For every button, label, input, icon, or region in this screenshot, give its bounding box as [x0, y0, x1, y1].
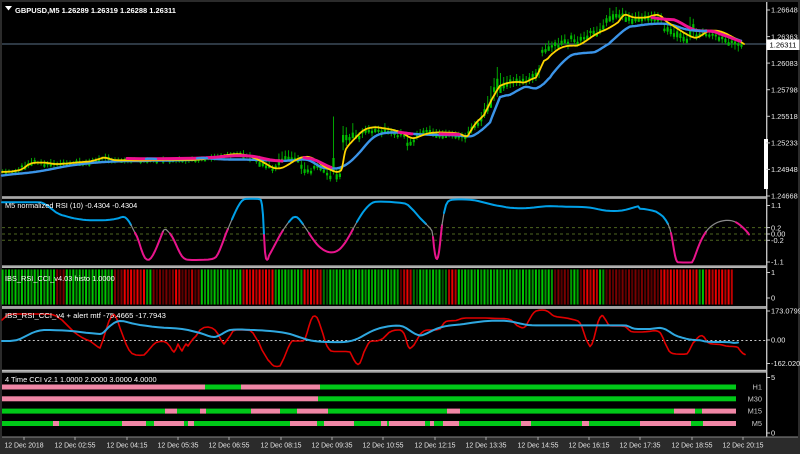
- svg-text:-0.2: -0.2: [771, 236, 784, 245]
- svg-text:IBS_RSI_CCI_v4.03 histo 1.0000: IBS_RSI_CCI_v4.03 histo 1.0000: [5, 274, 115, 283]
- svg-text:1.25233: 1.25233: [771, 139, 798, 148]
- svg-text:12 Dec 02:55: 12 Dec 02:55: [55, 443, 96, 450]
- svg-text:12 Dec 17:35: 12 Dec 17:35: [620, 443, 661, 450]
- svg-text:1.1: 1.1: [771, 201, 781, 210]
- svg-text:IBS_RSI_CCI_v4 + alert mtf -75: IBS_RSI_CCI_v4 + alert mtf -75.4665 -17.…: [5, 311, 166, 320]
- svg-text:-1.1: -1.1: [771, 258, 784, 267]
- svg-text:1.26363: 1.26363: [771, 32, 798, 41]
- svg-text:0: 0: [771, 429, 775, 438]
- svg-text:12 Dec 20:15: 12 Dec 20:15: [723, 443, 764, 450]
- svg-text:4 Time CCI v2.1 1.0000 2.0000: 4 Time CCI v2.1 1.0000 2.0000 3.0000 4.0…: [5, 375, 157, 384]
- svg-text:1.25798: 1.25798: [771, 85, 798, 94]
- svg-text:1.26083: 1.26083: [771, 59, 798, 68]
- svg-text:12 Dec 05:35: 12 Dec 05:35: [158, 443, 199, 450]
- svg-text:12 Dec 14:55: 12 Dec 14:55: [518, 443, 559, 450]
- svg-text:12 Dec 18:55: 12 Dec 18:55: [672, 443, 713, 450]
- svg-text:M5 normalized RSI (10) -0.4304: M5 normalized RSI (10) -0.4304 -0.4304: [5, 201, 137, 210]
- svg-text:1.26311: 1.26311: [770, 41, 797, 50]
- svg-text:GBPUSD,M5 1.26289 1.26319 1.2: GBPUSD,M5 1.26289 1.26319 1.26288 1.2631…: [15, 6, 176, 15]
- svg-text:12 Dec 12:15: 12 Dec 12:15: [415, 443, 456, 450]
- svg-text:12 Dec 13:35: 12 Dec 13:35: [466, 443, 507, 450]
- svg-text:1: 1: [771, 268, 775, 277]
- svg-text:1.24948: 1.24948: [771, 165, 798, 174]
- svg-text:173.0799: 173.0799: [771, 307, 800, 316]
- svg-text:12 Dec 04:15: 12 Dec 04:15: [107, 443, 148, 450]
- svg-text:12 Dec 16:15: 12 Dec 16:15: [569, 443, 610, 450]
- svg-text:0.2: 0.2: [771, 223, 781, 232]
- svg-text:-162.0208: -162.0208: [771, 359, 800, 368]
- svg-text:5: 5: [771, 373, 775, 382]
- svg-text:12 Dec 06:55: 12 Dec 06:55: [209, 443, 250, 450]
- svg-text:0.00: 0.00: [771, 336, 785, 345]
- svg-text:M30: M30: [748, 394, 762, 403]
- svg-text:M5: M5: [752, 419, 762, 428]
- svg-text:12 Dec 10:55: 12 Dec 10:55: [363, 443, 404, 450]
- svg-text:12 Dec 08:15: 12 Dec 08:15: [261, 443, 302, 450]
- svg-text:1.26648: 1.26648: [771, 6, 798, 15]
- svg-text:1.25518: 1.25518: [771, 112, 798, 121]
- svg-text:0.00: 0.00: [771, 230, 785, 239]
- svg-text:M15: M15: [748, 407, 762, 416]
- svg-text:0: 0: [771, 294, 775, 303]
- svg-text:12 Dec 09:35: 12 Dec 09:35: [312, 443, 353, 450]
- svg-text:12 Dec 2018: 12 Dec 2018: [4, 443, 43, 450]
- svg-text:H1: H1: [753, 383, 762, 392]
- svg-text:1.24668: 1.24668: [771, 192, 798, 201]
